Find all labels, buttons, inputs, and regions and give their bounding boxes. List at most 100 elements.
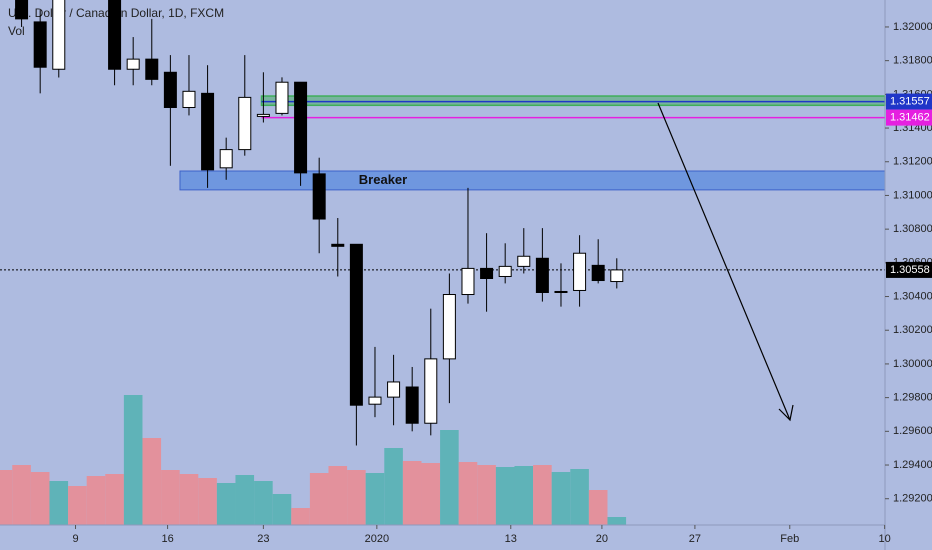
volume-bar bbox=[86, 476, 106, 525]
candle-body bbox=[331, 243, 345, 247]
candle-body bbox=[610, 269, 624, 283]
candle-body bbox=[405, 386, 419, 424]
candle-body bbox=[424, 358, 438, 424]
volume-bar bbox=[68, 486, 87, 525]
x-tick-label: 10 bbox=[879, 533, 891, 545]
candle-body bbox=[387, 381, 401, 398]
price-label-box bbox=[886, 261, 932, 278]
y-tick-label: 1.30200 bbox=[893, 324, 932, 336]
candle-body bbox=[163, 71, 177, 108]
volume-bar bbox=[607, 517, 627, 525]
volume-label: Vol bbox=[8, 24, 25, 38]
candle-body bbox=[312, 173, 326, 220]
x-tick-label: 23 bbox=[257, 533, 269, 545]
volume-bar bbox=[161, 470, 180, 525]
breaker-zone bbox=[179, 170, 886, 191]
volume-bar bbox=[421, 463, 441, 525]
y-tick-label: 1.31800 bbox=[893, 55, 932, 67]
y-tick-label: 1.32000 bbox=[893, 21, 932, 33]
candle-body bbox=[480, 267, 494, 280]
x-tick-label: 20 bbox=[596, 533, 608, 545]
candle-body bbox=[442, 294, 456, 360]
volume-bar bbox=[49, 481, 69, 525]
volume-bar bbox=[30, 472, 50, 525]
candle-body bbox=[368, 396, 382, 405]
axis-layer: 1.320001.318001.316001.314001.312001.310… bbox=[72, 21, 932, 545]
volume-bar bbox=[551, 472, 571, 525]
volume-bar bbox=[105, 474, 124, 525]
candle-body bbox=[238, 96, 252, 151]
volume-bar bbox=[347, 470, 366, 525]
volume-bar bbox=[235, 475, 255, 525]
candle-body bbox=[275, 81, 289, 114]
volume-layer bbox=[0, 395, 627, 525]
candle-body bbox=[33, 21, 47, 68]
candle-body bbox=[219, 149, 233, 169]
candle-body bbox=[182, 90, 196, 108]
price-label: 1.31557 bbox=[890, 96, 930, 108]
price-label: 1.31462 bbox=[890, 112, 930, 124]
price-label-box bbox=[886, 109, 932, 126]
volume-bar bbox=[402, 461, 422, 525]
price-label: 1.30558 bbox=[890, 264, 930, 276]
x-tick-label: 2020 bbox=[365, 533, 389, 545]
y-tick-label: 1.29600 bbox=[893, 425, 932, 437]
x-tick-label: 9 bbox=[72, 533, 78, 545]
volume-bar bbox=[588, 490, 608, 525]
volume-bar bbox=[533, 465, 552, 525]
level-zone bbox=[260, 95, 886, 107]
volume-bar bbox=[272, 494, 292, 525]
candle-body bbox=[145, 58, 159, 80]
candle-body bbox=[201, 92, 215, 171]
candle-body bbox=[294, 81, 308, 174]
volume-bar bbox=[440, 430, 459, 525]
volume-bar bbox=[495, 467, 515, 525]
candle-body bbox=[15, 0, 29, 20]
volume-bar bbox=[384, 448, 403, 525]
price-label-box bbox=[886, 93, 932, 110]
volume-bar bbox=[254, 481, 273, 525]
y-tick-label: 1.31000 bbox=[893, 189, 932, 201]
y-tick-label: 1.29200 bbox=[893, 493, 932, 505]
y-tick-label: 1.29800 bbox=[893, 392, 932, 404]
candle-body bbox=[349, 243, 363, 406]
y-tick-label: 1.30000 bbox=[893, 358, 932, 370]
candle-body bbox=[126, 58, 140, 70]
candle-body bbox=[52, 0, 66, 70]
y-tick-label: 1.30800 bbox=[893, 223, 932, 235]
candle-body bbox=[554, 290, 568, 293]
candle-body bbox=[461, 267, 475, 296]
volume-bar bbox=[309, 473, 329, 525]
y-tick-label: 1.30400 bbox=[893, 290, 932, 302]
volume-bar bbox=[0, 470, 13, 525]
volume-bar bbox=[458, 462, 478, 525]
y-tick-label: 1.31200 bbox=[893, 156, 932, 168]
volume-bar bbox=[179, 474, 199, 525]
candle-body bbox=[498, 265, 512, 277]
candle-body bbox=[517, 255, 531, 267]
volume-bar bbox=[198, 478, 217, 525]
arrow-head bbox=[778, 404, 794, 422]
candle-layer bbox=[15, 0, 624, 446]
volume-bar bbox=[365, 473, 385, 525]
volume-bar bbox=[514, 466, 534, 525]
overlay-layer: Breaker bbox=[0, 95, 886, 271]
x-tick-label: 16 bbox=[161, 533, 173, 545]
candle-body bbox=[591, 264, 605, 282]
volume-bar bbox=[477, 465, 496, 525]
breaker-label: Breaker bbox=[359, 172, 407, 187]
volume-bar bbox=[570, 469, 589, 525]
x-tick-label: Feb bbox=[780, 533, 799, 545]
x-tick-label: 27 bbox=[689, 533, 701, 545]
candle-body bbox=[108, 0, 122, 70]
arrow bbox=[657, 102, 791, 421]
candle-body bbox=[535, 257, 549, 293]
volume-bar bbox=[216, 483, 236, 525]
volume-bar bbox=[123, 395, 143, 525]
volume-bar bbox=[142, 438, 162, 525]
volume-bar bbox=[328, 466, 348, 525]
candle-body bbox=[573, 252, 587, 291]
volume-bar bbox=[12, 465, 31, 525]
volume-bar bbox=[291, 508, 310, 525]
